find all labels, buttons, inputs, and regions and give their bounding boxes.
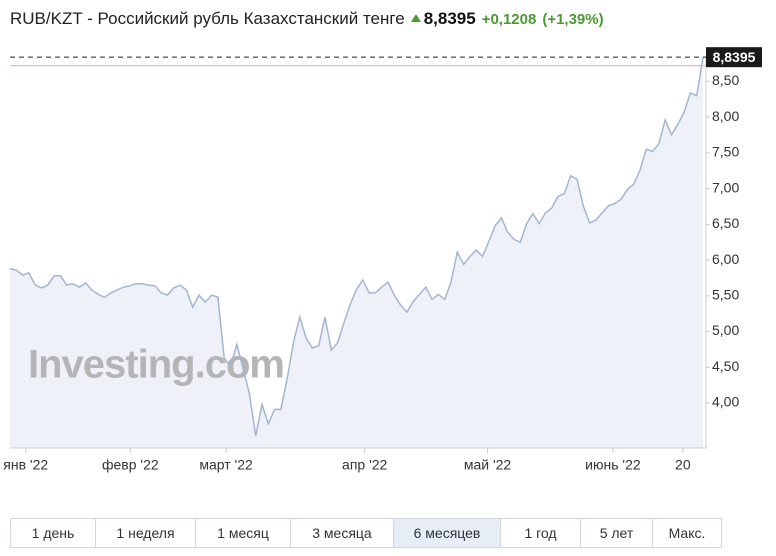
y-tick-label: 5,50 (712, 287, 739, 303)
x-tick-label: янв '22 (3, 457, 48, 473)
range-button[interactable]: 1 день (11, 519, 96, 547)
change-pct: (+1,39%) (542, 11, 604, 28)
price-line (9, 57, 704, 437)
title: RUB/KZT - Российский рубль Казахстанский… (10, 9, 405, 28)
range-selector: 1 день 1 неделя 1 месяц 3 месяца 6 месяцев 1 … (10, 518, 722, 548)
change: +0,1208 (481, 11, 537, 28)
y-tick-label: 6,00 (712, 251, 739, 267)
y-tick-label: 7,50 (712, 144, 739, 160)
last-value-label: 8,8395 (713, 49, 756, 65)
y-tick-label: 8,50 (712, 72, 739, 88)
price: 8,8395 (423, 9, 476, 28)
y-tick-label: 4,50 (712, 358, 739, 374)
x-tick-label: июнь '22 (585, 457, 641, 473)
x-tick-label: март '22 (199, 457, 253, 473)
range-button[interactable]: 3 месяца (291, 519, 394, 547)
x-tick-label: 20 (675, 457, 691, 473)
y-tick-label: 4,00 (712, 394, 739, 410)
range-button[interactable]: Макс. (668, 525, 706, 541)
y-tick-label: 8,00 (712, 108, 739, 124)
chart: Investing.com 4,004,505,005,506,006,507,… (3, 47, 762, 473)
range-button[interactable]: 5 лет (581, 519, 653, 547)
area-fill (10, 57, 703, 448)
x-tick-label: апр '22 (342, 457, 388, 473)
x-tick-label: май '22 (464, 457, 512, 473)
last-value-box (706, 47, 762, 68)
header: RUB/KZT - Российский рубль Казахстанский… (10, 9, 604, 29)
y-tick-label: 7,00 (712, 179, 739, 195)
y-tick-label: 5,00 (712, 322, 739, 338)
up-arrow (410, 14, 421, 22)
y-tick-label: 6,50 (712, 215, 739, 231)
x-tick-label: февр '22 (102, 457, 159, 473)
range-button[interactable]: 1 месяц (196, 519, 291, 547)
range-button[interactable]: 1 неделя (96, 519, 196, 547)
range-button[interactable]: 1 год (501, 519, 581, 547)
range-button[interactable]: 6 месяцев (394, 519, 501, 547)
